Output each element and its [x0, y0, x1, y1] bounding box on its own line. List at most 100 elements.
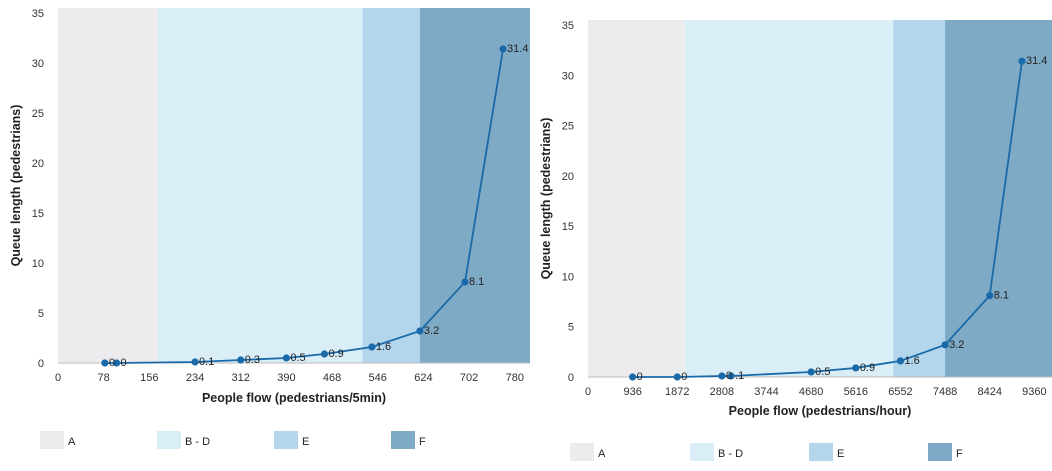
data-point: [416, 327, 424, 335]
legend-label: F: [419, 436, 426, 448]
data-label: 0.5: [290, 352, 305, 364]
x-axis-title: People flow (pedestrians/hour): [729, 404, 912, 418]
y-tick-label: 35: [562, 20, 574, 32]
x-tick-label: 624: [414, 372, 432, 384]
y-tick-label: 20: [32, 158, 44, 170]
x-axis-title: People flow (pedestrians/5min): [202, 391, 386, 405]
legend-swatch: [809, 443, 833, 461]
legend-swatch: [40, 431, 64, 449]
data-point: [461, 278, 469, 286]
x-tick-label: 0: [585, 386, 591, 398]
legend-label: E: [302, 436, 309, 448]
x-tick-label: 2808: [710, 386, 734, 398]
x-tick-label: 390: [277, 372, 295, 384]
x-tick-label: 78: [98, 372, 110, 384]
legend-label: B - D: [718, 448, 743, 460]
data-label: 31.4: [1026, 55, 1047, 67]
legend-swatch: [690, 443, 714, 461]
data-point: [282, 354, 290, 362]
zone-band-0: [58, 8, 158, 363]
y-tick-label: 0: [568, 372, 574, 384]
legend-swatch: [274, 431, 298, 449]
x-tick-label: 4680: [799, 386, 823, 398]
legend-label: A: [68, 436, 76, 448]
x-tick-label: 468: [323, 372, 341, 384]
y-tick-label: 10: [32, 258, 44, 270]
data-label: 0: [726, 370, 732, 382]
legend-label: F: [956, 448, 963, 460]
queue-chart-hourly: 0 5 10 15 20 25 30 35 0 936 1872 2808 3744 4680 5616 65…: [540, 20, 1052, 461]
data-label: 0: [109, 357, 115, 369]
data-point: [896, 357, 905, 365]
data-point: [191, 358, 199, 366]
y-tick-label: 25: [562, 121, 574, 133]
data-point: [237, 356, 245, 364]
data-label: 8.1: [994, 290, 1009, 302]
series-line: [632, 61, 1023, 378]
zone-band-3: [945, 20, 1052, 377]
legend-label: B - D: [185, 436, 210, 448]
series-line: [104, 48, 504, 364]
x-tick-label: 546: [369, 372, 387, 384]
x-tick-label: 3744: [754, 386, 778, 398]
data-point: [320, 350, 329, 358]
data-point: [673, 373, 681, 381]
data-label: 0: [637, 371, 643, 383]
y-tick-label: 30: [32, 58, 44, 70]
data-point: [499, 45, 507, 53]
data-label: 1.6: [376, 341, 391, 353]
data-label: .1: [735, 370, 744, 382]
zone-band-0: [588, 20, 686, 377]
y-tick-label: 20: [562, 171, 574, 183]
legend-label: A: [598, 448, 606, 460]
data-label: 31.4: [507, 43, 528, 55]
y-tick-label: 5: [568, 322, 574, 334]
data-label: 3.2: [949, 339, 964, 351]
data-label: 0.1: [199, 356, 214, 368]
y-tick-label: 35: [32, 8, 44, 20]
x-tick-label: 702: [460, 372, 478, 384]
data-label: 3.2: [424, 325, 439, 337]
zone-band-1: [157, 8, 363, 363]
y-tick-label: 30: [562, 70, 574, 82]
y-tick-label: 15: [562, 221, 574, 233]
x-tick-label: 9360: [1022, 386, 1046, 398]
data-label: 8.1: [469, 276, 484, 288]
legend-swatch: [570, 443, 594, 461]
x-tick-label: 780: [506, 372, 524, 384]
zone-band-2: [362, 8, 420, 363]
legend-swatch: [928, 443, 952, 461]
x-tick-label: 7488: [933, 386, 957, 398]
data-point: [807, 368, 815, 376]
y-tick-label: 15: [32, 208, 44, 220]
data-point: [718, 372, 726, 380]
queue-chart-5min: 0 5 10 15 20 25 30 35 0 78 156 234 312 390 468 546 624 70…: [9, 8, 530, 449]
x-tick-label: 1872: [665, 386, 689, 398]
x-tick-label: 0: [55, 372, 61, 384]
data-point: [852, 364, 860, 372]
legend-swatch: [157, 431, 181, 449]
zone-band-2: [893, 20, 946, 377]
data-label: 0.5: [815, 366, 830, 378]
x-tick-label: 936: [623, 386, 641, 398]
y-tick-label: 10: [562, 271, 574, 283]
y-axis-title: Queue length (pedestrians): [540, 118, 553, 280]
x-tick-label: 8424: [977, 386, 1001, 398]
legend-label: E: [837, 448, 844, 460]
y-tick-label: 0: [38, 358, 44, 370]
x-tick-label: 156: [140, 372, 158, 384]
data-point: [1018, 57, 1026, 65]
zone-band-1: [685, 20, 894, 377]
data-label: 0: [121, 357, 127, 369]
data-label: 1.6: [904, 355, 919, 367]
y-tick-label: 5: [38, 308, 44, 320]
zone-band-3: [419, 8, 530, 363]
data-point: [368, 343, 376, 351]
data-point: [629, 373, 637, 381]
x-tick-label: 6552: [888, 386, 912, 398]
data-point: [101, 359, 109, 367]
data-point: [941, 341, 949, 349]
data-label: 0.3: [245, 354, 260, 366]
data-point: [986, 291, 994, 300]
data-point: [727, 372, 735, 380]
